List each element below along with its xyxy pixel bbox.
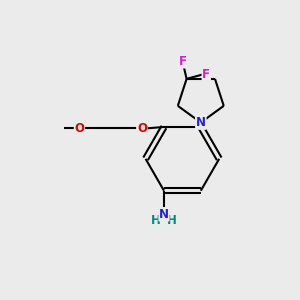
Text: O: O bbox=[74, 122, 85, 135]
Text: O: O bbox=[74, 122, 85, 135]
Text: H: H bbox=[167, 214, 177, 227]
Text: N: N bbox=[196, 116, 206, 129]
Text: N: N bbox=[159, 208, 169, 221]
Text: F: F bbox=[179, 55, 187, 68]
Text: O: O bbox=[137, 122, 147, 135]
Text: N: N bbox=[159, 208, 169, 221]
Text: F: F bbox=[202, 68, 210, 81]
Text: F: F bbox=[179, 55, 187, 68]
Text: O: O bbox=[137, 122, 147, 135]
Text: F: F bbox=[202, 68, 210, 81]
Text: H: H bbox=[151, 214, 161, 227]
Text: N: N bbox=[196, 116, 206, 129]
